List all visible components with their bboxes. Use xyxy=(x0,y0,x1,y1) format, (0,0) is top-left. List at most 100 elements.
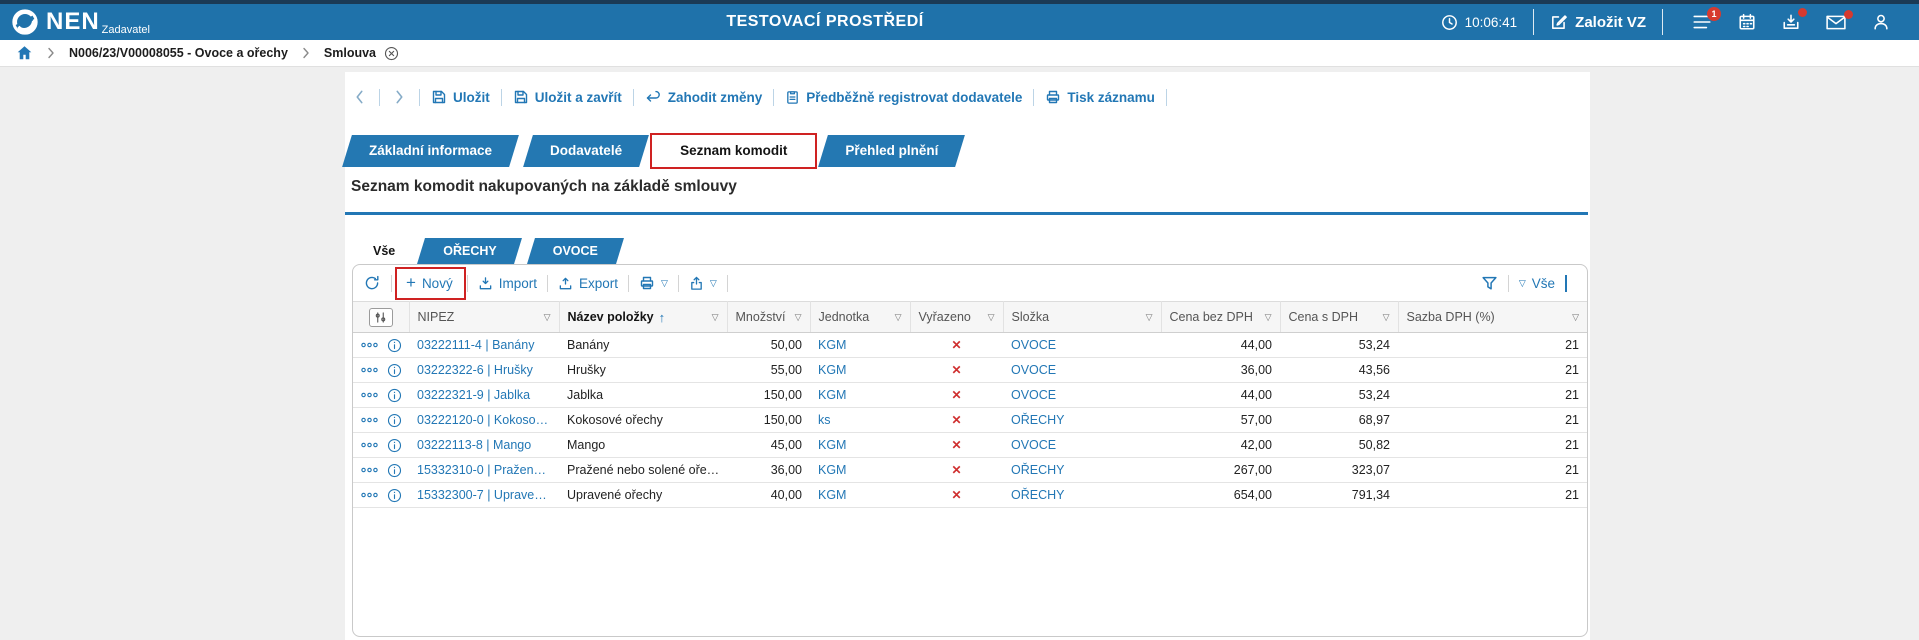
nipez-link[interactable]: 15332300-7 | Uprave… xyxy=(417,488,547,502)
import-label: Import xyxy=(498,275,537,291)
filter-icon[interactable]: ▽ xyxy=(1572,311,1579,322)
vat-rate-value: 21 xyxy=(1565,488,1579,502)
messages-button[interactable] xyxy=(1826,9,1853,30)
filter-icon[interactable]: ▽ xyxy=(794,311,802,322)
filter-icon[interactable]: ▽ xyxy=(1382,311,1390,322)
row-menu-icon[interactable] xyxy=(361,442,378,448)
unit-link[interactable]: KGM xyxy=(818,488,847,502)
nipez-link[interactable]: 03222322-6 | Hrušky xyxy=(417,363,533,377)
share-button[interactable]: ▽ xyxy=(689,276,717,291)
subtab-vse[interactable]: Vše xyxy=(359,238,409,264)
row-info-icon[interactable] xyxy=(387,438,402,453)
tab-prehled-plneni[interactable]: Přehled plnění xyxy=(823,135,960,167)
column-header-name[interactable]: Název položky ↑ ▽ xyxy=(559,301,728,333)
filter-icon[interactable]: ▽ xyxy=(894,311,902,322)
folder-link[interactable]: OVOCE xyxy=(1011,363,1057,377)
print-grid-button[interactable]: ▽ xyxy=(639,275,668,291)
filter-icon[interactable]: ▽ xyxy=(987,311,995,322)
refresh-icon[interactable] xyxy=(363,274,381,292)
export-button[interactable]: Export xyxy=(558,276,618,291)
row-menu-icon[interactable] xyxy=(361,492,378,498)
nipez-link[interactable]: 15332310-0 | Pražen… xyxy=(417,463,547,477)
calendar-button[interactable] xyxy=(1738,13,1756,31)
row-info-icon[interactable] xyxy=(387,363,402,378)
column-settings-header[interactable] xyxy=(353,301,410,333)
print-record-button[interactable]: Tisk záznamu xyxy=(1045,89,1155,105)
app-logo[interactable]: NEN Zadavatel xyxy=(10,7,150,37)
row-info-icon[interactable] xyxy=(387,413,402,428)
folder-link[interactable]: OŘECHY xyxy=(1011,488,1065,502)
quantity-value: 150,00 xyxy=(763,388,802,402)
filter-icon[interactable]: ▽ xyxy=(1145,311,1153,322)
row-info-icon[interactable] xyxy=(387,463,402,478)
row-menu-icon[interactable] xyxy=(361,392,378,398)
import-button[interactable]: Import xyxy=(478,276,537,291)
new-item-button[interactable]: + Nový xyxy=(406,274,453,291)
column-header-qty[interactable]: Množství ▽ xyxy=(727,301,811,333)
filter-icon[interactable]: ▽ xyxy=(543,311,551,322)
table-row: 15332300-7 | Uprave… Upravené ořechy 40,… xyxy=(353,482,1587,508)
save-close-button[interactable]: Uložit a zavřít xyxy=(513,89,622,105)
filter-icon[interactable]: ▽ xyxy=(711,311,719,322)
next-record-button[interactable] xyxy=(391,90,408,104)
tab-dodavatele[interactable]: Dodavatelé xyxy=(528,135,644,167)
row-menu-icon[interactable] xyxy=(361,367,378,373)
nipez-link[interactable]: 03222120-0 | Kokoso… xyxy=(417,413,549,427)
unit-link[interactable]: ks xyxy=(818,413,831,427)
menu-button[interactable]: 1 xyxy=(1692,7,1721,30)
row-menu-icon[interactable] xyxy=(361,417,378,423)
subtab-ovoce[interactable]: OVOCE xyxy=(531,238,620,264)
unit-link[interactable]: KGM xyxy=(818,438,847,452)
row-info-icon[interactable] xyxy=(387,488,402,503)
unit-link[interactable]: KGM xyxy=(818,363,847,377)
column-header-price-vat[interactable]: Cena s DPH ▽ xyxy=(1280,301,1399,333)
save-button[interactable]: Uložit xyxy=(431,89,490,105)
user-button[interactable] xyxy=(1872,13,1890,31)
nipez-link[interactable]: 03222113-8 | Mango xyxy=(417,438,532,452)
commodity-subtabs: Vše OŘECHY OVOCE xyxy=(359,238,632,264)
prev-record-button[interactable] xyxy=(351,90,368,104)
filter-icon[interactable]: ▽ xyxy=(1264,311,1272,322)
folder-link[interactable]: OŘECHY xyxy=(1011,413,1065,427)
discard-changes-button[interactable]: Zahodit změny xyxy=(645,90,762,105)
preregister-supplier-button[interactable]: Předběžně registrovat dodavatele xyxy=(785,89,1022,105)
folder-link[interactable]: OVOCE xyxy=(1011,338,1057,352)
unit-link[interactable]: KGM xyxy=(818,338,847,352)
close-tab-icon[interactable] xyxy=(384,46,399,61)
filter-funnel-icon[interactable] xyxy=(1481,275,1498,292)
price-vat-value: 50,82 xyxy=(1358,438,1390,452)
row-info-icon[interactable] xyxy=(387,338,402,353)
folder-link[interactable]: OŘECHY xyxy=(1011,463,1065,477)
folder-link[interactable]: OVOCE xyxy=(1011,438,1057,452)
create-vz-button[interactable]: Založit VZ xyxy=(1550,13,1646,31)
save-icon xyxy=(513,89,529,105)
quantity-value: 40,00 xyxy=(770,488,802,502)
column-header-unit[interactable]: Jednotka ▽ xyxy=(810,301,911,333)
column-header-removed[interactable]: Vyřazeno ▽ xyxy=(910,301,1004,333)
row-menu-icon[interactable] xyxy=(361,342,378,348)
view-filter-select[interactable]: ▽ Vše xyxy=(1519,276,1555,291)
row-menu-icon[interactable] xyxy=(361,467,378,473)
breadcrumb-item-contract[interactable]: Smlouva xyxy=(323,46,377,60)
removed-x-icon: ✕ xyxy=(951,438,962,452)
downloads-button[interactable] xyxy=(1782,8,1807,31)
tab-zakladni-informace[interactable]: Základní informace xyxy=(347,135,514,167)
column-header-vat-rate[interactable]: Sazba DPH (%) ▽ xyxy=(1398,301,1587,333)
unit-link[interactable]: KGM xyxy=(818,388,847,402)
unit-link[interactable]: KGM xyxy=(818,463,847,477)
home-icon[interactable] xyxy=(16,45,33,61)
folder-link[interactable]: OVOCE xyxy=(1011,388,1057,402)
nipez-link[interactable]: 03222111-4 | Banány xyxy=(417,338,535,352)
price-no-vat-value: 654,00 xyxy=(1233,488,1272,502)
top-bar: NEN Zadavatel TESTOVACÍ PROSTŘEDÍ 10:06:… xyxy=(0,0,1919,40)
breadcrumb-item-case[interactable]: N006/23/V00008055 - Ovoce a ořechy xyxy=(69,46,288,60)
column-header-price-no-vat[interactable]: Cena bez DPH ▽ xyxy=(1161,301,1281,333)
tab-seznam-komodit[interactable]: Seznam komodit xyxy=(650,133,818,169)
column-header-nipez[interactable]: NIPEZ ▽ xyxy=(409,301,560,333)
row-info-icon[interactable] xyxy=(387,388,402,403)
subtab-orechy[interactable]: OŘECHY xyxy=(421,238,518,264)
nipez-link[interactable]: 03222321-9 | Jablka xyxy=(417,388,531,402)
column-settings-icon[interactable] xyxy=(368,307,393,327)
breadcrumb-separator-icon xyxy=(302,47,310,59)
column-header-folder[interactable]: Složka ▽ xyxy=(1003,301,1162,333)
